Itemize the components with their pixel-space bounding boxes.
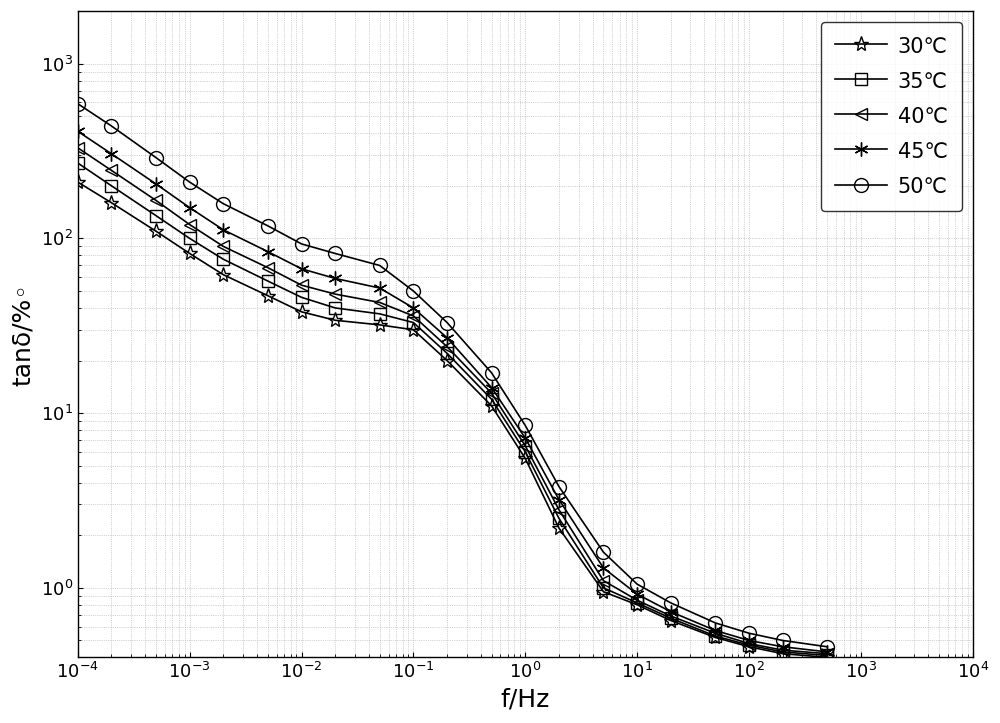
Y-axis label: tanδ/%◦: tanδ/%◦ xyxy=(11,283,35,386)
Legend: 30℃, 35℃, 40℃, 45℃, 50℃: 30℃, 35℃, 40℃, 45℃, 50℃ xyxy=(821,22,962,211)
X-axis label: f/Hz: f/Hz xyxy=(501,688,550,712)
